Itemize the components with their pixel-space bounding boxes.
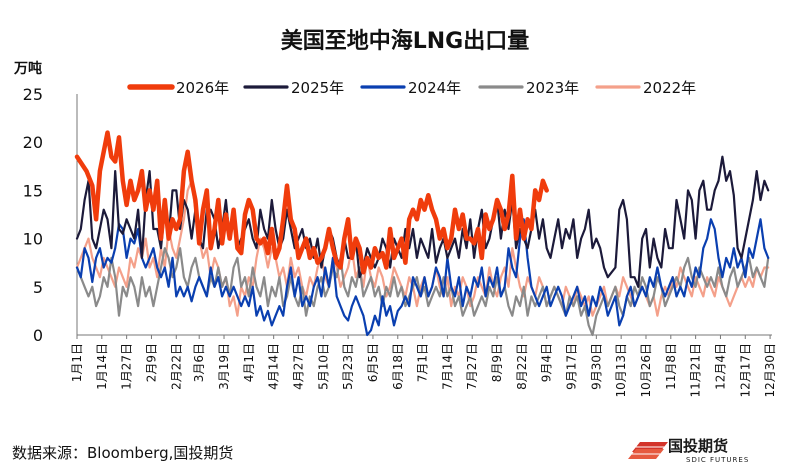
x-tick-label: 4月14日 [267, 343, 281, 390]
x-tick-label: 1月27日 [120, 343, 134, 390]
y-axis: 0 5 10 15 20 25 [23, 85, 78, 345]
legend-label: 2022年 [643, 79, 696, 97]
x-tick-label: 2月22日 [169, 343, 183, 390]
x-tick-label: 5月10日 [316, 343, 330, 390]
legend-label: 2026年 [176, 79, 229, 97]
legend-label: 2024年 [408, 79, 461, 97]
x-tick-label: 9月17日 [565, 343, 579, 390]
logo-subtitle: SDIC FUTURES [686, 456, 749, 464]
x-tick-label: 3月6日 [192, 343, 206, 382]
y-tick-label: 5 [33, 278, 43, 297]
y-axis-unit: 万吨 [13, 60, 42, 77]
x-tick-label: 7月27日 [465, 343, 479, 390]
y-tick-label: 20 [23, 133, 43, 152]
x-tick-label: 8月22日 [515, 343, 529, 390]
x-tick-label: 8月9日 [490, 343, 504, 382]
x-tick-label: 7月14日 [440, 343, 454, 390]
x-tick-label: 12月30日 [763, 343, 777, 398]
legend-label: 2023年 [526, 79, 579, 97]
x-tick-label: 6月5日 [366, 343, 380, 382]
chart-title: 美国至地中海LNG出口量 [281, 28, 530, 54]
x-tick-label: 1月1日 [70, 343, 84, 382]
x-tick-label: 4月27日 [291, 343, 305, 390]
x-tick-label: 1月14日 [95, 343, 109, 390]
legend-label: 2025年 [291, 79, 344, 97]
series-line-2025年 [75, 155, 770, 288]
y-tick-label: 0 [33, 326, 43, 345]
y-tick-label: 15 [23, 181, 43, 200]
plot-area [74, 130, 770, 337]
x-tick-label: 6月18日 [391, 343, 405, 390]
x-tick-label: 10月26日 [639, 343, 653, 398]
x-tick-label: 12月17日 [738, 343, 752, 398]
logo-name: 国投期货 [668, 437, 728, 455]
x-tick-label: 10月13日 [614, 343, 628, 398]
series-line-2026年 [74, 130, 549, 275]
x-tick-label: 2月9日 [144, 343, 158, 382]
series-line-2024年 [75, 218, 770, 337]
x-tick-label: 4月1日 [242, 343, 256, 382]
x-tick-label: 12月4日 [713, 343, 727, 390]
company-logo: 国投期货 SDIC FUTURES [628, 437, 749, 464]
x-tick-label: 7月1日 [416, 343, 430, 382]
y-tick-label: 25 [23, 85, 43, 104]
x-axis: 1月1日 1月14日 1月27日 2月9日 2月22日 3月6日 3月19日 4月1日 4月14… [70, 334, 777, 398]
x-tick-label: 11月8日 [664, 343, 678, 390]
x-tick-label: 3月19日 [217, 343, 231, 390]
x-tick-label: 5月23日 [341, 343, 355, 390]
x-tick-label: 9月30日 [589, 343, 603, 390]
y-tick-label: 10 [23, 230, 43, 249]
logo-mark-icon [628, 442, 668, 459]
source-note: 数据来源：Bloomberg,国投期货 [12, 444, 233, 462]
legend: 2026年 2025年 2024年 2023年 2022年 [127, 79, 696, 97]
x-tick-label: 11月21日 [689, 343, 703, 398]
x-tick-label: 9月4日 [540, 343, 554, 382]
